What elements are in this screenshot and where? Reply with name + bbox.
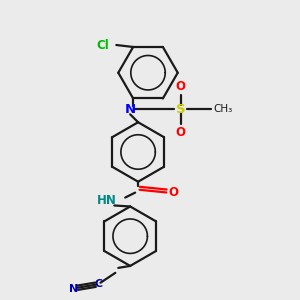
- Text: CH₃: CH₃: [213, 104, 233, 114]
- Text: N: N: [69, 284, 78, 294]
- Text: O: O: [176, 80, 186, 93]
- Text: S: S: [176, 103, 185, 116]
- Text: O: O: [176, 126, 186, 139]
- Text: C: C: [94, 279, 103, 289]
- Text: O: O: [169, 186, 179, 199]
- Text: Cl: Cl: [97, 38, 110, 52]
- Text: N: N: [124, 103, 136, 116]
- Text: HN: HN: [96, 194, 116, 207]
